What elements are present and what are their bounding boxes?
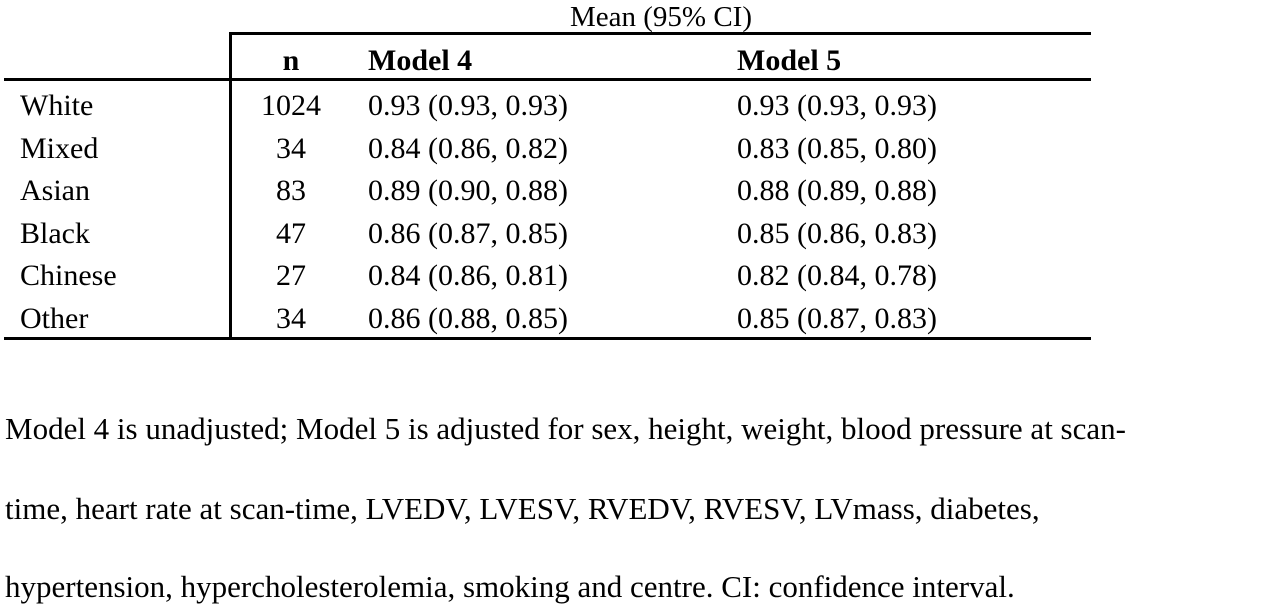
row-model-4: 0.93 (0.93, 0.93) xyxy=(368,89,568,122)
row-label: White xyxy=(20,89,94,122)
row-n: 83 xyxy=(276,174,306,207)
row-label: Asian xyxy=(20,174,90,207)
footnote-line-3: hypertension, hypercholesterolemia, smok… xyxy=(5,569,1015,604)
row-label: Chinese xyxy=(20,259,117,292)
row-n: 1024 xyxy=(261,89,321,122)
row-model-4: 0.86 (0.88, 0.85) xyxy=(368,301,568,335)
row-model-5: 0.88 (0.89, 0.88) xyxy=(737,174,937,207)
table-row: Black 47 0.86 (0.87, 0.85) 0.85 (0.86, 0… xyxy=(0,216,1090,259)
row-model-4: 0.86 (0.87, 0.85) xyxy=(368,216,568,250)
rule-under-column-headers xyxy=(4,78,1091,81)
row-n: 27 xyxy=(276,259,306,292)
row-model-4: 0.89 (0.90, 0.88) xyxy=(368,174,568,207)
row-model-5: 0.83 (0.85, 0.80) xyxy=(737,131,937,165)
column-header-model-5: Model 5 xyxy=(737,44,842,77)
footnote-line-1: Model 4 is unadjusted; Model 5 is adjust… xyxy=(5,411,1126,446)
row-label: Black xyxy=(20,216,90,250)
row-model-5: 0.82 (0.84, 0.78) xyxy=(737,259,937,292)
rule-under-span-header xyxy=(229,32,1091,35)
footnote-line-2: time, heart rate at scan-time, LVEDV, LV… xyxy=(5,491,1040,526)
row-model-4: 0.84 (0.86, 0.82) xyxy=(368,131,568,165)
table-row: Asian 83 0.89 (0.90, 0.88) 0.88 (0.89, 0… xyxy=(0,173,1090,216)
rule-table-bottom xyxy=(4,337,1091,340)
table-row: White 1024 0.93 (0.93, 0.93) 0.93 (0.93,… xyxy=(0,88,1090,131)
row-model-5: 0.85 (0.87, 0.83) xyxy=(737,301,937,335)
table-row: Mixed 34 0.84 (0.86, 0.82) 0.83 (0.85, 0… xyxy=(0,131,1090,174)
column-header-model-4: Model 4 xyxy=(368,44,473,77)
row-n: 34 xyxy=(276,131,306,165)
span-header-mean-ci: Mean (95% CI) xyxy=(569,1,752,33)
row-model-5: 0.93 (0.93, 0.93) xyxy=(737,89,937,122)
table-row: Chinese 27 0.84 (0.86, 0.81) 0.82 (0.84,… xyxy=(0,258,1090,301)
row-n: 47 xyxy=(276,216,306,250)
column-header-n: n xyxy=(282,44,300,77)
row-label: Other xyxy=(20,301,89,335)
rule-vertical-divider xyxy=(229,32,232,339)
table-body: White 1024 0.93 (0.93, 0.93) 0.93 (0.93,… xyxy=(0,88,1090,343)
table-row: Other 34 0.86 (0.88, 0.85) 0.85 (0.87, 0… xyxy=(0,301,1090,344)
row-model-4: 0.84 (0.86, 0.81) xyxy=(368,259,568,292)
row-n: 34 xyxy=(276,301,306,335)
row-label: Mixed xyxy=(20,131,99,165)
row-model-5: 0.85 (0.86, 0.83) xyxy=(737,216,937,250)
